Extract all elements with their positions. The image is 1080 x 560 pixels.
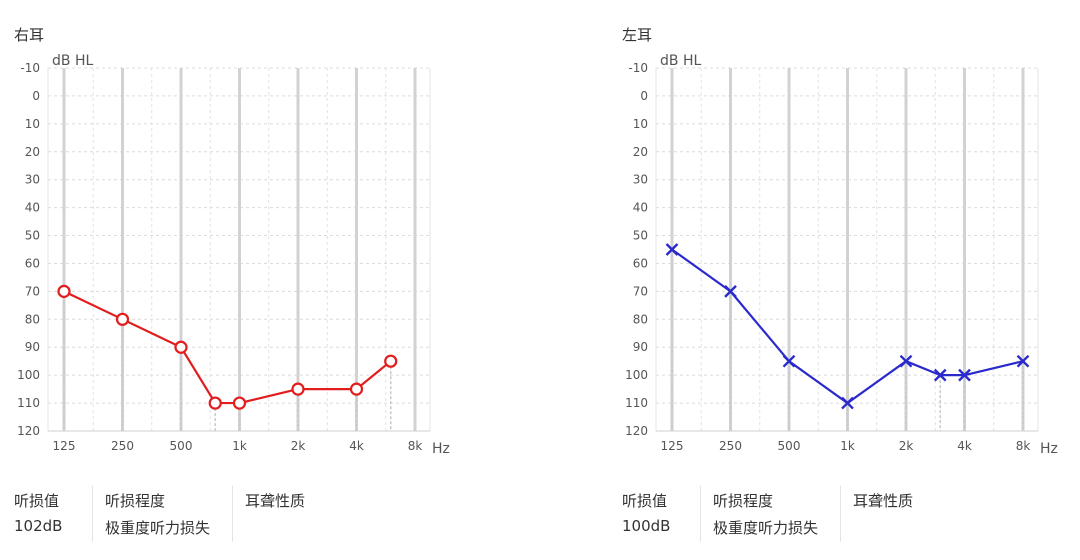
hearing-type-cell: 耳聋性质	[840, 486, 1003, 542]
x-tick-label: 8k	[408, 439, 423, 453]
y-tick-label: 0	[32, 89, 40, 103]
data-point-circle	[208, 396, 222, 410]
x-tick-label: 500	[170, 439, 193, 453]
y-tick-label: 30	[633, 173, 648, 187]
y-tick-label: 0	[640, 89, 648, 103]
y-tick-label: 100	[17, 368, 40, 382]
x-tick-label: 1k	[232, 439, 247, 453]
y-tick-label: 90	[25, 340, 40, 354]
data-point-circle	[115, 312, 130, 326]
loss-value: 102dB	[14, 517, 63, 535]
data-point-circle	[57, 284, 71, 298]
loss-value-cell: 听损值 102dB	[14, 486, 90, 542]
y-tick-label: 40	[633, 201, 648, 215]
data-point-cross	[1016, 354, 1030, 368]
y-tick-label: 60	[25, 256, 40, 270]
y-tick-label: 90	[633, 340, 648, 354]
chart-title: 左耳	[622, 26, 653, 44]
y-axis-label: dB HL	[52, 53, 93, 69]
y-tick-label: 80	[25, 312, 40, 326]
hearing-type-label: 耳聋性质	[245, 492, 306, 510]
x-tick-label: 250	[719, 439, 742, 453]
x-tick-label: 500	[778, 439, 801, 453]
left-ear-summary: 听损值 100dB 听损程度 极重度听力损失 耳聋性质	[608, 486, 1028, 544]
loss-value-label: 听损值	[14, 492, 60, 510]
loss-value: 100dB	[622, 517, 671, 535]
data-point-circle	[349, 382, 364, 396]
x-axis-label: Hz	[1040, 441, 1058, 457]
y-tick-label: 10	[633, 117, 648, 131]
x-tick-label: 250	[111, 439, 134, 453]
data-point-circle	[174, 340, 188, 354]
right-ear-audiogram: -10 0 10 20 30 40 50 60 70 80 90 100 110 120 125 250 500…	[17, 53, 450, 457]
y-tick-label: 100	[625, 368, 648, 382]
x-tick-label: 4k	[349, 439, 364, 453]
data-point-cross	[899, 354, 913, 368]
data-point-cross	[782, 354, 796, 368]
y-tick-label: 50	[633, 229, 648, 243]
right-ear-summary: 听损值 102dB 听损程度 极重度听力损失 耳聋性质	[0, 486, 420, 544]
loss-degree: 极重度听力损失	[105, 519, 211, 537]
y-tick-label: 120	[17, 424, 40, 438]
data-point-cross	[933, 368, 947, 382]
data-point-cross	[665, 243, 679, 256]
loss-degree: 极重度听力损失	[713, 519, 819, 537]
y-tick-label: 10	[25, 117, 40, 131]
left-ear-panel: 左耳 -10 0 10 20 30 40 50 60 70 80 90 100 110 120 125 250…	[608, 0, 1080, 560]
y-axis-label: dB HL	[660, 53, 701, 69]
loss-degree-cell: 听损程度 极重度听力损失	[92, 486, 241, 542]
data-point-cross	[724, 285, 737, 298]
y-tick-label: 60	[633, 256, 648, 270]
x-tick-label: 4k	[957, 439, 972, 453]
data-point-cross	[841, 396, 854, 410]
y-tick-label: 40	[25, 201, 40, 215]
y-tick-label: 80	[633, 312, 648, 326]
y-tick-label: 70	[25, 284, 40, 298]
y-tick-label: 30	[25, 173, 40, 187]
series-line	[671, 248, 1024, 405]
y-tick-label: 70	[633, 284, 648, 298]
y-tick-label: 120	[625, 424, 648, 438]
x-tick-label: 125	[53, 439, 76, 453]
data-point-cross	[958, 368, 971, 382]
y-tick-label: -10	[20, 61, 40, 75]
loss-degree-cell: 听损程度 极重度听力损失	[700, 486, 849, 542]
right-ear-panel: 右耳 -10 0 10 20 30 40 50 60 70 80 90 100 110 120 125 250…	[0, 0, 520, 560]
y-tick-label: 110	[625, 396, 648, 410]
data-point-circle	[232, 396, 247, 410]
series-line	[63, 290, 392, 405]
data-point-circle	[291, 382, 305, 396]
x-tick-label: 1k	[840, 439, 855, 453]
x-tick-label: 125	[661, 439, 684, 453]
y-tick-label: 20	[633, 145, 648, 159]
x-tick-label: 2k	[291, 439, 306, 453]
hearing-type-cell: 耳聋性质	[232, 486, 395, 542]
x-axis-label: Hz	[432, 441, 450, 457]
loss-degree-label: 听损程度	[105, 492, 166, 510]
hearing-type-label: 耳聋性质	[853, 492, 914, 510]
left-ear-audiogram: -10 0 10 20 30 40 50 60 70 80 90 100 110 120 125 250 500…	[625, 53, 1058, 457]
data-point-circle	[384, 354, 398, 368]
y-tick-label: 20	[25, 145, 40, 159]
chart-title: 右耳	[14, 26, 45, 44]
x-tick-label: 2k	[899, 439, 914, 453]
loss-degree-label: 听损程度	[713, 492, 774, 510]
x-tick-label: 8k	[1016, 439, 1031, 453]
loss-value-label: 听损值	[622, 492, 668, 510]
y-tick-label: 110	[17, 396, 40, 410]
loss-value-cell: 听损值 100dB	[622, 486, 698, 542]
y-tick-label: -10	[628, 61, 648, 75]
y-tick-label: 50	[25, 229, 40, 243]
